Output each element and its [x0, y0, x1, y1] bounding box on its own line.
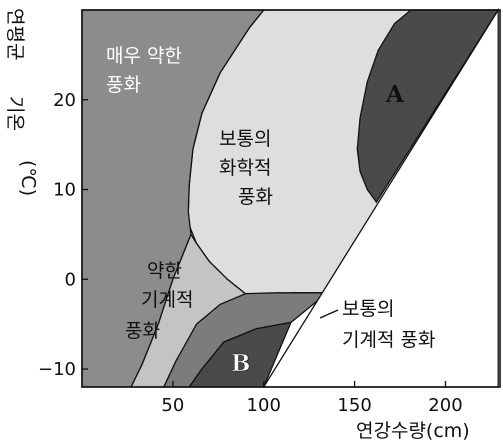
chart-axes: 50 100 150 200 −10 0 10 20	[38, 9, 501, 416]
y-axis-title: 연평균 기온 (℃)	[4, 8, 39, 196]
y-axis-title-line2: 기온	[4, 96, 26, 131]
y-tick-label: −10	[38, 359, 76, 380]
y-tick-label: 0	[65, 269, 76, 290]
label-very-weak-line2: 풍화	[106, 74, 141, 96]
label-a: A	[385, 81, 405, 108]
x-tick-label: 200	[428, 395, 462, 416]
chart-regions	[81, 7, 500, 388]
y-axis-title-unit: (℃)	[17, 160, 39, 196]
label-mechanical-weak: 약한 기계적 풍화	[125, 260, 193, 342]
label-chemical-line1: 보통의	[219, 128, 271, 150]
y-tick-label: 20	[53, 90, 76, 111]
plot-frame	[81, 9, 501, 388]
y-axis-title-line1: 연평균	[4, 8, 26, 60]
x-tick-label: 50	[161, 395, 184, 416]
label-mechanical-weak-line1: 약한	[147, 260, 182, 282]
label-chemical-line2: 화학적	[219, 157, 271, 179]
leader-line	[319, 309, 339, 319]
label-mechanical-moderate: 보통의 기계적 풍화	[319, 298, 435, 351]
y-tick-label: 10	[53, 180, 76, 201]
label-mechanical-moderate-line1: 보통의	[342, 298, 394, 320]
x-tick-label: 100	[247, 395, 281, 416]
label-chemical: 보통의 화학적 풍화	[219, 128, 273, 208]
x-axis-title: 연강수량(cm)	[356, 420, 470, 442]
label-mechanical-weak-line3: 풍화	[125, 320, 160, 342]
label-chemical-line3: 풍화	[238, 186, 273, 208]
label-very-weak-line1: 매우 약한	[106, 45, 182, 67]
x-tick-label: 150	[337, 395, 371, 416]
label-b: B	[231, 350, 250, 377]
label-very-weak: 매우 약한 풍화	[106, 45, 182, 96]
label-mechanical-moderate-line2: 기계적 풍화	[342, 329, 435, 351]
region-strong-a	[356, 9, 500, 204]
label-mechanical-weak-line2: 기계적	[141, 289, 193, 311]
